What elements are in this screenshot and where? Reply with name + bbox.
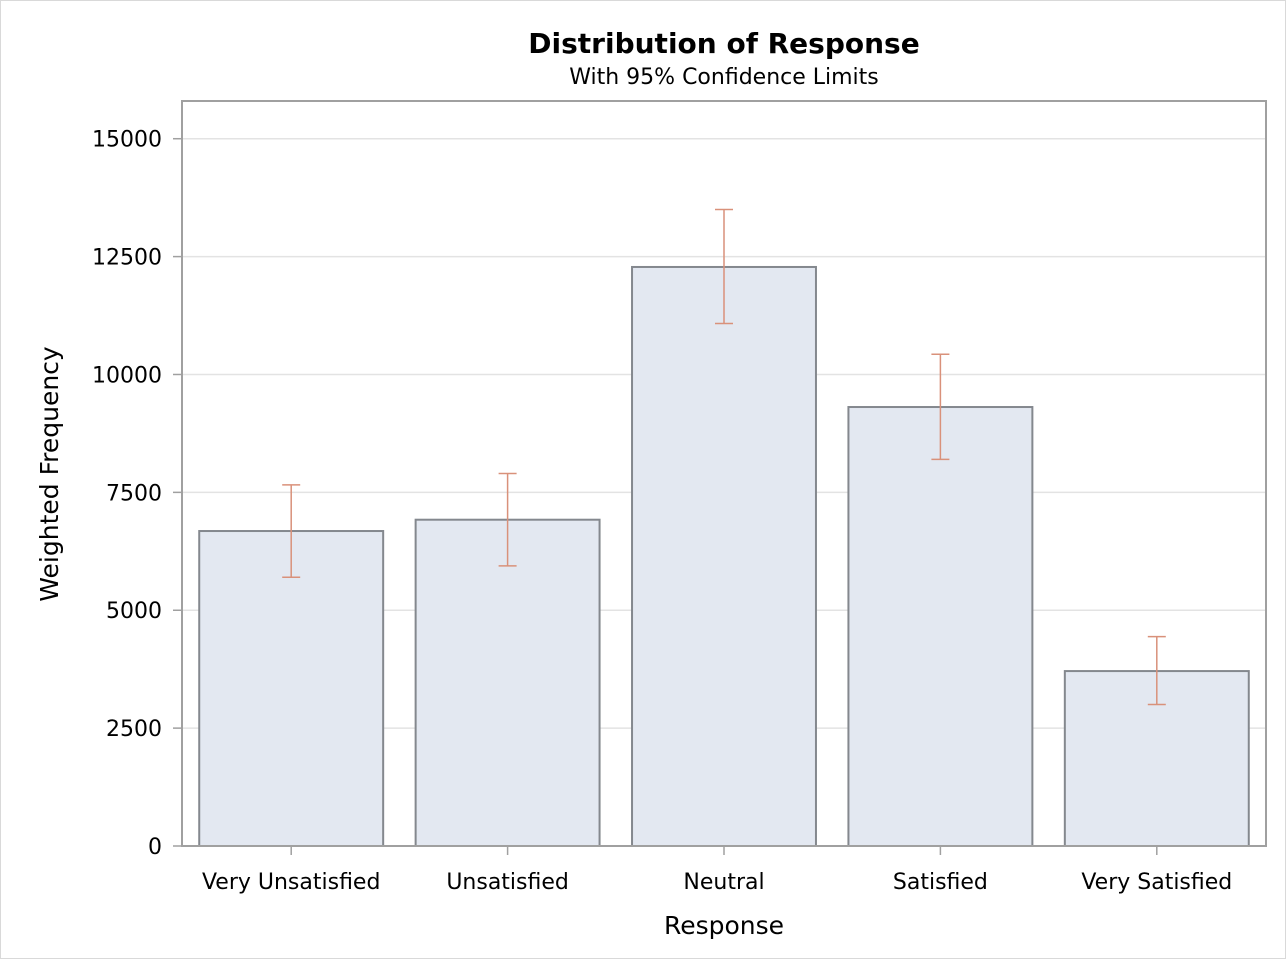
bar: [847, 406, 1034, 847]
y-tick-label: 0: [148, 835, 162, 860]
y-tick-label: 15000: [92, 128, 162, 153]
x-tick-label: Neutral: [683, 870, 764, 895]
x-tick-label: Satisfied: [893, 870, 988, 895]
x-tick-label: Unsatisfied: [446, 870, 569, 895]
bar: [198, 530, 385, 847]
error-bars: [282, 208, 1166, 706]
bar: [414, 518, 601, 847]
y-axis-label: Weighted Frequency: [35, 346, 64, 602]
y-tick-label: 12500: [92, 246, 162, 271]
y-tick-label: 5000: [106, 599, 162, 624]
y-tick-label: 2500: [106, 717, 162, 742]
chart-title: Distribution of Response: [528, 27, 919, 60]
chart-subtitle: With 95% Confidence Limits: [569, 65, 879, 90]
y-tick-label: 10000: [92, 363, 162, 388]
y-axis-ticks: 0 2500 5000 7500 10000 12500 15000: [92, 128, 182, 860]
x-tick-label: Very Unsatisfied: [202, 870, 380, 895]
bar: [631, 265, 817, 847]
bars: [198, 265, 1250, 848]
x-axis-ticks: Very Unsatisfied Unsatisfied Neutral Satisf…: [202, 846, 1232, 895]
y-tick-label: 7500: [106, 481, 162, 506]
x-axis-label: Response: [664, 911, 784, 940]
x-tick-label: Very Satisfied: [1081, 870, 1232, 895]
